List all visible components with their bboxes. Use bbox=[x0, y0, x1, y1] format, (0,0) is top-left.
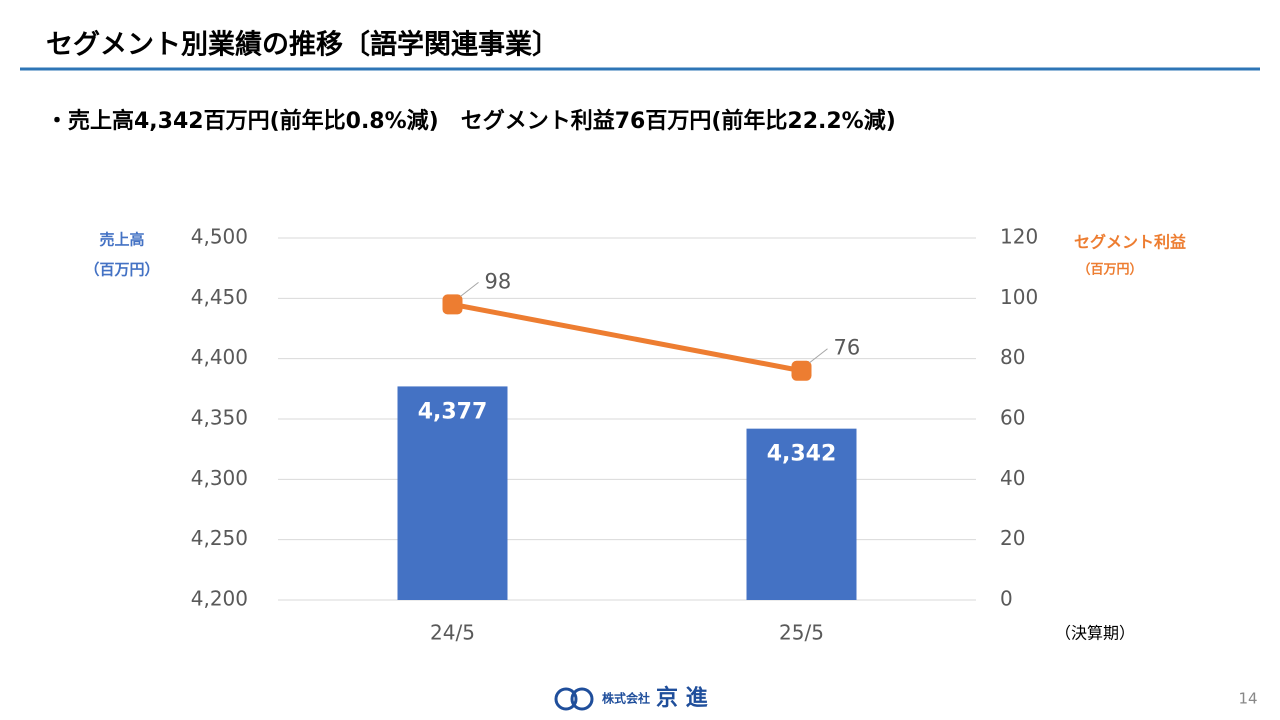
y2-tick-label: 40 bbox=[1000, 466, 1025, 490]
y2-tick-label: 0 bbox=[1000, 587, 1013, 611]
page-number: 14 bbox=[1238, 690, 1257, 708]
y-tick-label: 4,350 bbox=[191, 406, 248, 430]
line-marker bbox=[442, 294, 463, 315]
bar-value-label: 4,377 bbox=[418, 399, 488, 424]
y-tick-label: 4,200 bbox=[191, 587, 248, 611]
y2-axis-unit: （百万円） bbox=[1077, 262, 1142, 278]
y2-tick-label: 60 bbox=[1000, 406, 1025, 430]
logo: 株式会社 京 進 bbox=[554, 685, 708, 711]
slide-title: セグメント別業績の推移〔語学関連事業〕 bbox=[46, 29, 559, 61]
leader-line bbox=[809, 348, 828, 364]
bar bbox=[397, 386, 508, 600]
logo-ring bbox=[554, 687, 578, 711]
y-tick-label: 4,400 bbox=[191, 345, 248, 369]
subtitle: ・売上高4,342百万円(前年比0.8%減) セグメント利益76百万円(前年比2… bbox=[46, 108, 896, 134]
y2-tick-label: 100 bbox=[1000, 285, 1038, 309]
line-marker bbox=[791, 360, 812, 381]
x-axis-label: （決算期） bbox=[1055, 624, 1135, 643]
y-tick-label: 4,300 bbox=[191, 466, 248, 490]
logo-ring bbox=[570, 687, 594, 711]
x-tick-label: 25/5 bbox=[779, 621, 824, 645]
company-name: 京 進 bbox=[656, 685, 708, 711]
y2-axis-label: セグメント利益 bbox=[1074, 233, 1186, 252]
y-axis-unit: （百万円） bbox=[84, 261, 159, 279]
y-tick-label: 4,500 bbox=[191, 225, 248, 249]
x-tick-label: 24/5 bbox=[430, 621, 475, 645]
y2-tick-label: 120 bbox=[1000, 225, 1038, 249]
company-prefix: 株式会社 bbox=[602, 691, 650, 706]
leader-line bbox=[460, 281, 479, 297]
y-tick-label: 4,450 bbox=[191, 285, 248, 309]
line bbox=[452, 301, 802, 374]
line-value-label: 76 bbox=[834, 336, 861, 360]
y2-tick-label: 80 bbox=[1000, 345, 1025, 369]
line-value-label: 98 bbox=[485, 269, 512, 293]
y-tick-label: 4,250 bbox=[191, 526, 248, 550]
y-axis-label: 売上高 bbox=[99, 231, 144, 249]
y2-tick-label: 20 bbox=[1000, 526, 1025, 550]
bar-value-label: 4,342 bbox=[767, 442, 837, 467]
bar bbox=[746, 428, 857, 600]
